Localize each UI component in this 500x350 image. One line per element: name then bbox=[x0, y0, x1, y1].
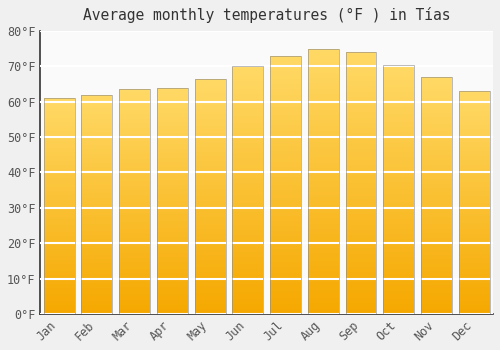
Title: Average monthly temperatures (°F ) in Tías: Average monthly temperatures (°F ) in Tí… bbox=[83, 7, 450, 23]
